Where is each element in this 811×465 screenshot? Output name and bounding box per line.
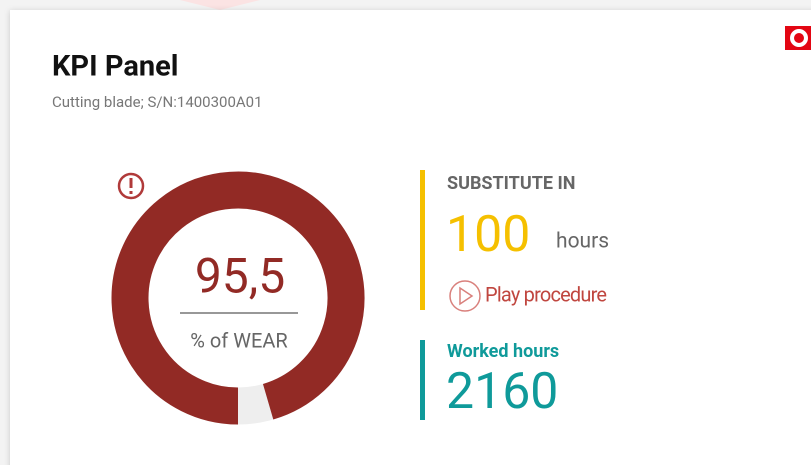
wear-value: 95,5 [195, 248, 285, 305]
substitute-value: 100 [446, 206, 530, 264]
wear-caption: % of WEAR [190, 328, 287, 352]
substitute-bar [420, 170, 425, 310]
alert-icon [117, 172, 145, 200]
logo [785, 26, 811, 50]
substitute-label: SUBSTITUTE IN [447, 173, 575, 194]
substitute-unit: hours [556, 230, 609, 254]
play-button[interactable]: Play procedure [449, 280, 607, 312]
worked-label: Worked hours [447, 341, 559, 362]
worked-value: 2160 [446, 363, 558, 421]
play-label[interactable]: Play procedure [485, 282, 607, 306]
worked-bar [420, 340, 425, 420]
bg-shape [180, 0, 260, 10]
subtitle: Cutting blade; S/N:1400300A01 [52, 93, 263, 111]
gauge-arc [111, 171, 365, 425]
title: KPI Panel [52, 50, 178, 84]
